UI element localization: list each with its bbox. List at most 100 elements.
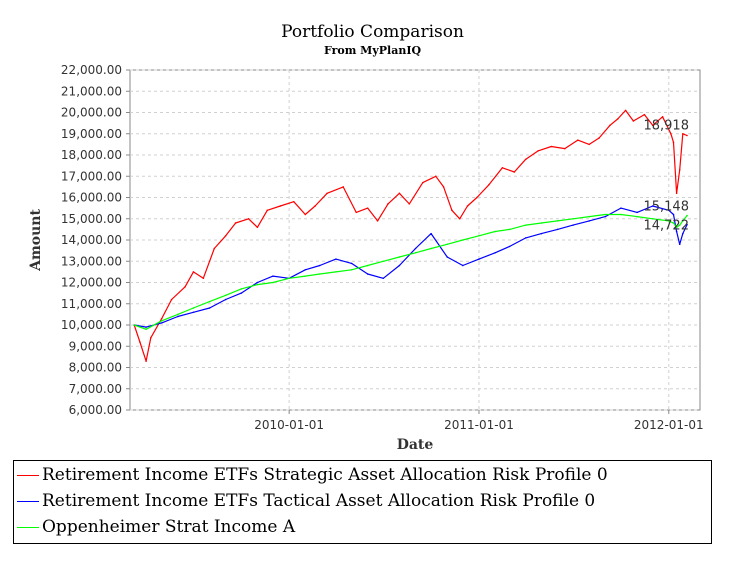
series-point — [572, 224, 574, 226]
y-tick-label: 6,000.00 — [69, 403, 122, 417]
y-axis-label: Amount — [28, 209, 44, 272]
series-point — [508, 228, 511, 231]
series-point — [682, 220, 684, 222]
series-point — [451, 209, 453, 212]
x-tick-label: 2012-01-01 — [634, 418, 704, 432]
series-point — [675, 192, 678, 195]
series-point — [177, 315, 179, 318]
legend-item: Retirement Income ETFs Tactical Asset Al… — [17, 489, 595, 513]
series-point — [513, 171, 516, 173]
series-point — [150, 336, 152, 339]
series-point — [314, 205, 316, 207]
series-end-label: 18,918 — [643, 118, 689, 133]
series-point — [678, 243, 681, 246]
series-point — [675, 230, 678, 233]
series-point — [672, 222, 675, 224]
series-point — [643, 113, 646, 116]
series-point — [202, 277, 205, 280]
series-point — [398, 256, 401, 258]
series-point — [288, 277, 290, 280]
x-axis-label: Date — [397, 437, 434, 453]
y-tick-label: 12,000.00 — [61, 276, 122, 290]
series-point — [588, 215, 591, 218]
legend-item: Oppenheimer Strat Income A — [17, 515, 295, 539]
y-tick-label: 14,000.00 — [61, 233, 122, 247]
series-point — [588, 220, 591, 222]
series-point — [478, 258, 480, 260]
series-point — [686, 223, 688, 226]
series-point — [572, 217, 574, 220]
series-point — [160, 317, 163, 320]
series-point — [609, 124, 611, 127]
y-tick-label: 13,000.00 — [61, 254, 122, 268]
y-tick-label: 8,000.00 — [69, 361, 122, 375]
series-point — [335, 271, 337, 273]
y-tick-label: 16,000.00 — [61, 191, 122, 205]
series-point — [494, 230, 496, 233]
chart-title: Portfolio Comparison — [281, 22, 464, 42]
series-point — [160, 322, 163, 324]
series-point — [256, 226, 259, 229]
series-point — [667, 209, 670, 212]
series-point — [524, 224, 527, 226]
series-point — [145, 326, 147, 328]
series-point — [387, 203, 389, 205]
y-tick-label: 15,000.00 — [61, 212, 122, 226]
series-point — [224, 234, 227, 237]
series-point — [366, 273, 369, 275]
legend-swatch — [17, 526, 39, 528]
series-point — [326, 192, 328, 195]
series-point — [462, 264, 464, 267]
series-point — [350, 268, 353, 271]
series-point — [234, 222, 237, 224]
series-point — [524, 237, 527, 239]
plot-area: 6,000.00 7,000.00 8,000.00 9,000.00 10,000.0… — [28, 63, 704, 453]
series-point — [213, 247, 216, 250]
series-point — [675, 226, 678, 229]
series-point — [184, 285, 186, 288]
series-point — [366, 264, 369, 267]
series-point — [414, 251, 417, 254]
series-point — [576, 139, 579, 141]
series-point — [414, 247, 417, 250]
series-point — [304, 268, 307, 271]
series-line — [133, 213, 688, 330]
series-point — [304, 213, 307, 216]
series-point — [435, 175, 437, 178]
series-point — [556, 228, 559, 231]
series-point — [462, 239, 464, 241]
series-point — [678, 169, 681, 171]
series-point — [632, 120, 635, 122]
series-lines — [133, 109, 688, 362]
grid — [130, 69, 700, 411]
series-point — [682, 132, 684, 135]
legend-swatch — [17, 500, 39, 502]
series-point — [617, 118, 619, 120]
series-point — [478, 234, 480, 237]
y-tick-label: 10,000.00 — [61, 318, 122, 332]
y-tick-label: 18,000.00 — [61, 148, 122, 162]
series-point — [620, 207, 622, 209]
series-point — [446, 243, 449, 246]
series-point — [430, 247, 432, 250]
series-point — [442, 186, 445, 188]
series-point — [224, 298, 227, 301]
y-tick-label: 17,000.00 — [61, 169, 122, 183]
series-point — [170, 298, 173, 301]
series-point — [672, 141, 675, 144]
series-point — [678, 224, 681, 226]
series-point — [458, 217, 461, 220]
series-end-labels: 18,918 14,722 15,148 — [643, 118, 689, 233]
series-point — [686, 214, 688, 217]
series-point — [540, 222, 543, 224]
series-point — [501, 166, 504, 169]
series-point — [651, 217, 654, 220]
series-point — [488, 183, 490, 186]
series-point — [636, 215, 638, 218]
series-point — [355, 211, 358, 214]
series-point — [145, 328, 147, 331]
series-point — [550, 145, 553, 148]
series-point — [335, 258, 337, 260]
series-point — [466, 205, 469, 207]
